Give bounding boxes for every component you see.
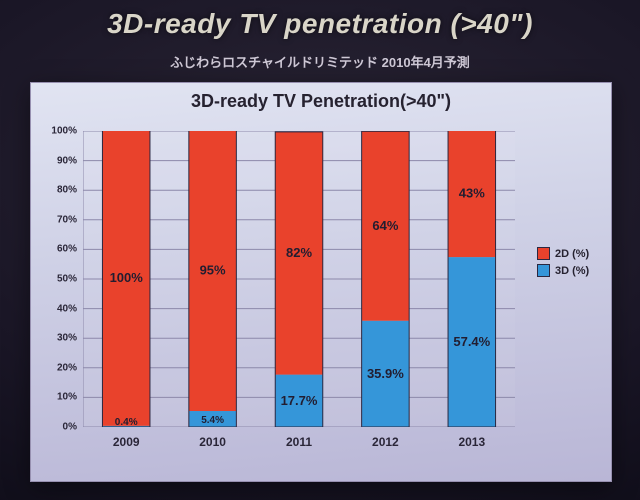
y-tick-label: 60% bbox=[57, 244, 77, 255]
legend-swatch-2d bbox=[537, 247, 550, 260]
y-tick-label: 10% bbox=[57, 392, 77, 403]
x-category-label: 2013 bbox=[429, 435, 515, 449]
chart-panel: 3D-ready TV Penetration(>40") 0% 10% 20% 30… bbox=[30, 82, 612, 482]
svg-text:35.9%: 35.9% bbox=[367, 366, 404, 381]
x-axis: 20092010201120122013 bbox=[83, 431, 515, 455]
svg-text:17.7%: 17.7% bbox=[281, 393, 318, 408]
svg-text:43%: 43% bbox=[459, 185, 485, 200]
slide-subtitle: ふじわらロスチャイルドリミテッド 2010年4月予測 bbox=[0, 52, 640, 71]
svg-text:57.4%: 57.4% bbox=[453, 334, 490, 349]
y-tick-label: 80% bbox=[57, 185, 77, 196]
svg-text:5.4%: 5.4% bbox=[201, 415, 224, 426]
legend-item: 2D (%) bbox=[537, 247, 601, 260]
y-tick-label: 50% bbox=[57, 274, 77, 285]
y-tick-label: 90% bbox=[57, 155, 77, 166]
svg-text:95%: 95% bbox=[200, 262, 226, 277]
svg-text:0.4%: 0.4% bbox=[115, 417, 138, 427]
chart-title: 3D-ready TV Penetration(>40") bbox=[31, 83, 611, 112]
y-axis: 0%10%20%30%40%50%60%70%80%90%100% bbox=[31, 131, 81, 427]
slide-title: 3D-ready TV penetration (>40") bbox=[0, 8, 640, 40]
chart-legend: 2D (%) 3D (%) bbox=[537, 243, 601, 281]
legend-item: 3D (%) bbox=[537, 264, 601, 277]
legend-label: 2D (%) bbox=[555, 248, 589, 260]
legend-label: 3D (%) bbox=[555, 265, 589, 277]
y-tick-label: 70% bbox=[57, 214, 77, 225]
y-tick-label: 0% bbox=[63, 422, 77, 433]
y-tick-label: 100% bbox=[51, 126, 77, 137]
x-category-label: 2012 bbox=[342, 435, 428, 449]
svg-text:82%: 82% bbox=[286, 245, 312, 260]
y-tick-label: 40% bbox=[57, 303, 77, 314]
x-category-label: 2009 bbox=[83, 435, 169, 449]
y-tick-label: 30% bbox=[57, 333, 77, 344]
svg-text:100%: 100% bbox=[110, 270, 144, 285]
legend-swatch-3d bbox=[537, 264, 550, 277]
presentation-slide: 3D-ready TV penetration (>40") ふじわらロスチャイ… bbox=[0, 0, 640, 500]
y-tick-label: 20% bbox=[57, 362, 77, 373]
svg-text:64%: 64% bbox=[372, 218, 398, 233]
x-category-label: 2011 bbox=[256, 435, 342, 449]
stacked-bar-chart: 100% 0.4% 95% 5.4% 82% 17.7% 64% 35.9% 43% 57.4% bbox=[83, 131, 515, 427]
x-category-label: 2010 bbox=[169, 435, 255, 449]
